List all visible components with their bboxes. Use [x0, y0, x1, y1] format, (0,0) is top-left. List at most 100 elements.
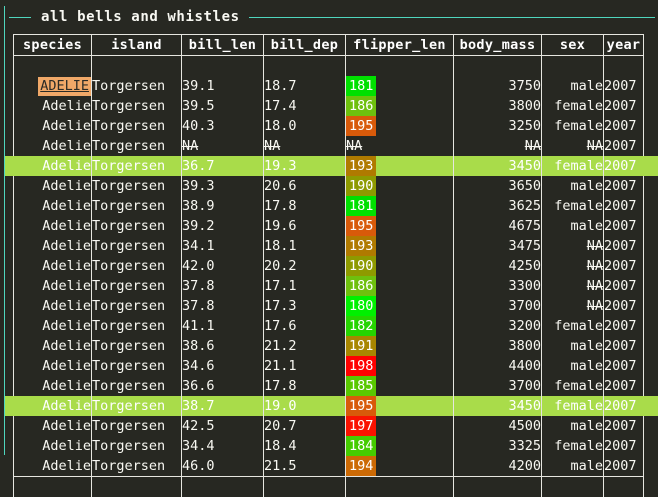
cell-species[interactable]: Adelie — [14, 276, 92, 296]
cell-body_mass[interactable]: 4200 — [454, 456, 542, 477]
cell-bill_dep[interactable]: 17.4 — [264, 96, 346, 116]
cell-bill_dep[interactable]: 20.2 — [264, 256, 346, 276]
cell-sex[interactable]: male — [542, 336, 604, 356]
cell-body_mass[interactable]: 3450 — [454, 396, 542, 416]
cell-island[interactable]: Torgersen — [92, 356, 182, 376]
cell-island[interactable]: Torgersen — [92, 436, 182, 456]
cell-body_mass[interactable]: 4500 — [454, 416, 542, 436]
cell-island[interactable]: Torgersen — [92, 116, 182, 136]
cell-bill_dep[interactable]: 18.0 — [264, 116, 346, 136]
cell-sex[interactable]: female — [542, 396, 604, 416]
cell-bill_dep[interactable]: 18.7 — [264, 76, 346, 96]
cell-year[interactable]: 2007 — [604, 156, 644, 176]
cell-bill_len[interactable]: 36.7 — [182, 156, 264, 176]
cell-species[interactable]: Adelie — [14, 236, 92, 256]
cell-island[interactable]: Torgersen — [92, 196, 182, 216]
cell-bill_dep[interactable]: 17.3 — [264, 296, 346, 316]
cell-body_mass[interactable]: 3325 — [454, 436, 542, 456]
cell-year[interactable]: 2007 — [604, 216, 644, 236]
cell-bill_len[interactable]: 34.1 — [182, 236, 264, 256]
cell-island[interactable]: Torgersen — [92, 256, 182, 276]
cell-year[interactable]: 2007 — [604, 256, 644, 276]
cell-sex[interactable]: male — [542, 76, 604, 96]
cell-species[interactable]: Adelie — [14, 296, 92, 316]
cell-bill_len[interactable]: 46.0 — [182, 456, 264, 477]
cell-species[interactable]: Adelie — [14, 456, 92, 477]
cell-sex[interactable]: male — [542, 176, 604, 196]
cell-island[interactable]: Torgersen — [92, 376, 182, 396]
cell-year[interactable]: 2007 — [604, 276, 644, 296]
cell-island[interactable]: Torgersen — [92, 316, 182, 336]
cell-flipper_len[interactable]: 180 — [346, 296, 454, 316]
cell-bill_dep[interactable]: 18.4 — [264, 436, 346, 456]
cell-body_mass[interactable]: 3650 — [454, 176, 542, 196]
cell-island[interactable]: Torgersen — [92, 136, 182, 156]
cell-sex[interactable]: NA — [542, 236, 604, 256]
cell-flipper_len[interactable]: 193 — [346, 156, 454, 176]
cell-species[interactable]: Adelie — [14, 216, 92, 236]
cell-sex[interactable]: female — [542, 316, 604, 336]
cell-bill_dep[interactable]: 20.7 — [264, 416, 346, 436]
cell-sex[interactable]: female — [542, 116, 604, 136]
cell-species[interactable]: Adelie — [14, 156, 92, 176]
cell-flipper_len[interactable]: 184 — [346, 436, 454, 456]
cell-bill_dep[interactable]: 17.8 — [264, 196, 346, 216]
cell-year[interactable]: 2007 — [604, 196, 644, 216]
cell-island[interactable]: Torgersen — [92, 336, 182, 356]
cell-year[interactable]: 2007 — [604, 336, 644, 356]
cell-body_mass[interactable]: 4250 — [454, 256, 542, 276]
cell-species[interactable]: Adelie — [14, 356, 92, 376]
cell-year[interactable]: 2007 — [604, 116, 644, 136]
cell-species[interactable]: Adelie — [14, 96, 92, 116]
cell-body_mass[interactable]: 3450 — [454, 156, 542, 176]
cell-flipper_len[interactable]: 186 — [346, 276, 454, 296]
cell-sex[interactable]: female — [542, 196, 604, 216]
cell-species[interactable]: Adelie — [14, 196, 92, 216]
cell-flipper_len[interactable]: 191 — [346, 336, 454, 356]
cell-sex[interactable]: male — [542, 216, 604, 236]
cell-body_mass[interactable]: NA — [454, 136, 542, 156]
cell-body_mass[interactable]: 4675 — [454, 216, 542, 236]
cell-bill_dep[interactable]: 17.8 — [264, 376, 346, 396]
cell-sex[interactable]: NA — [542, 296, 604, 316]
cell-species[interactable]: Adelie — [14, 116, 92, 136]
cell-body_mass[interactable]: 3700 — [454, 376, 542, 396]
cell-flipper_len[interactable]: 181 — [346, 76, 454, 96]
cell-flipper_len[interactable]: 190 — [346, 256, 454, 276]
cell-year[interactable]: 2007 — [604, 376, 644, 396]
cell-bill_len[interactable]: 34.4 — [182, 436, 264, 456]
cell-body_mass[interactable]: 3200 — [454, 316, 542, 336]
cell-sex[interactable]: NA — [542, 276, 604, 296]
cell-species[interactable]: Adelie — [14, 316, 92, 336]
cell-bill_dep[interactable]: 17.6 — [264, 316, 346, 336]
cell-bill_len[interactable]: 36.6 — [182, 376, 264, 396]
cell-sex[interactable]: male — [542, 416, 604, 436]
cell-island[interactable]: Torgersen — [92, 176, 182, 196]
cell-sex[interactable]: male — [542, 456, 604, 477]
cell-year[interactable]: 2007 — [604, 76, 644, 96]
cell-flipper_len[interactable]: 181 — [346, 196, 454, 216]
cell-species[interactable]: Adelie — [14, 336, 92, 356]
column-header-sex[interactable]: sex — [542, 35, 604, 56]
cell-bill_len[interactable]: 38.6 — [182, 336, 264, 356]
cell-bill_len[interactable]: 37.8 — [182, 276, 264, 296]
cell-island[interactable]: Torgersen — [92, 276, 182, 296]
cell-year[interactable]: 2007 — [604, 436, 644, 456]
cell-bill_len[interactable]: 39.1 — [182, 76, 264, 96]
cell-bill_len[interactable]: 38.7 — [182, 396, 264, 416]
cell-bill_len[interactable]: 39.2 — [182, 216, 264, 236]
cell-year[interactable]: 2007 — [604, 356, 644, 376]
cell-species[interactable]: Adelie — [14, 396, 92, 416]
cell-flipper_len[interactable]: 185 — [346, 376, 454, 396]
cell-bill_len[interactable]: 39.5 — [182, 96, 264, 116]
cell-bill_dep[interactable]: 21.2 — [264, 336, 346, 356]
